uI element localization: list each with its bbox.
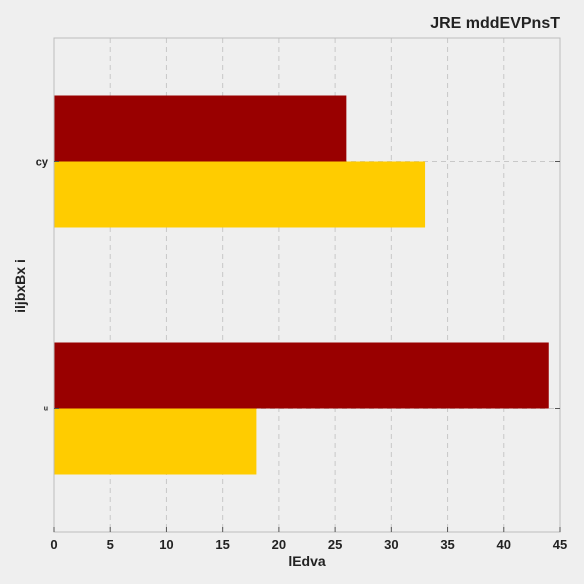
bar-u-series-2 [54,408,257,475]
bar-cy-series-2 [54,161,426,228]
chart-title: JRE mddEVPnsT [430,15,560,32]
bar-cy-series-1 [54,95,347,162]
plot-frame [53,37,561,533]
y-axis-label: iljbxBx i [12,259,28,313]
bar-u-series-1 [54,342,549,409]
x-tick-label: 0 [50,537,57,552]
y-tick-label: u [44,406,48,413]
x-tick-label: 35 [440,537,454,552]
x-tick-label: 40 [497,537,511,552]
x-tick-label: 45 [553,537,567,552]
x-tick-label: 30 [384,537,398,552]
x-tick-label: 25 [328,537,342,552]
x-tick-label: 15 [215,537,229,552]
bars [54,95,549,475]
axis-ticks: 0 5 10 15 20 25 30 35 40 45 u cy [36,157,567,553]
x-tick-label: 5 [107,537,114,552]
x-tick-label: 10 [159,537,173,552]
x-tick-label: 20 [272,537,286,552]
y-tick-label: cy [36,157,49,169]
x-axis-label: lEdva [288,553,326,569]
